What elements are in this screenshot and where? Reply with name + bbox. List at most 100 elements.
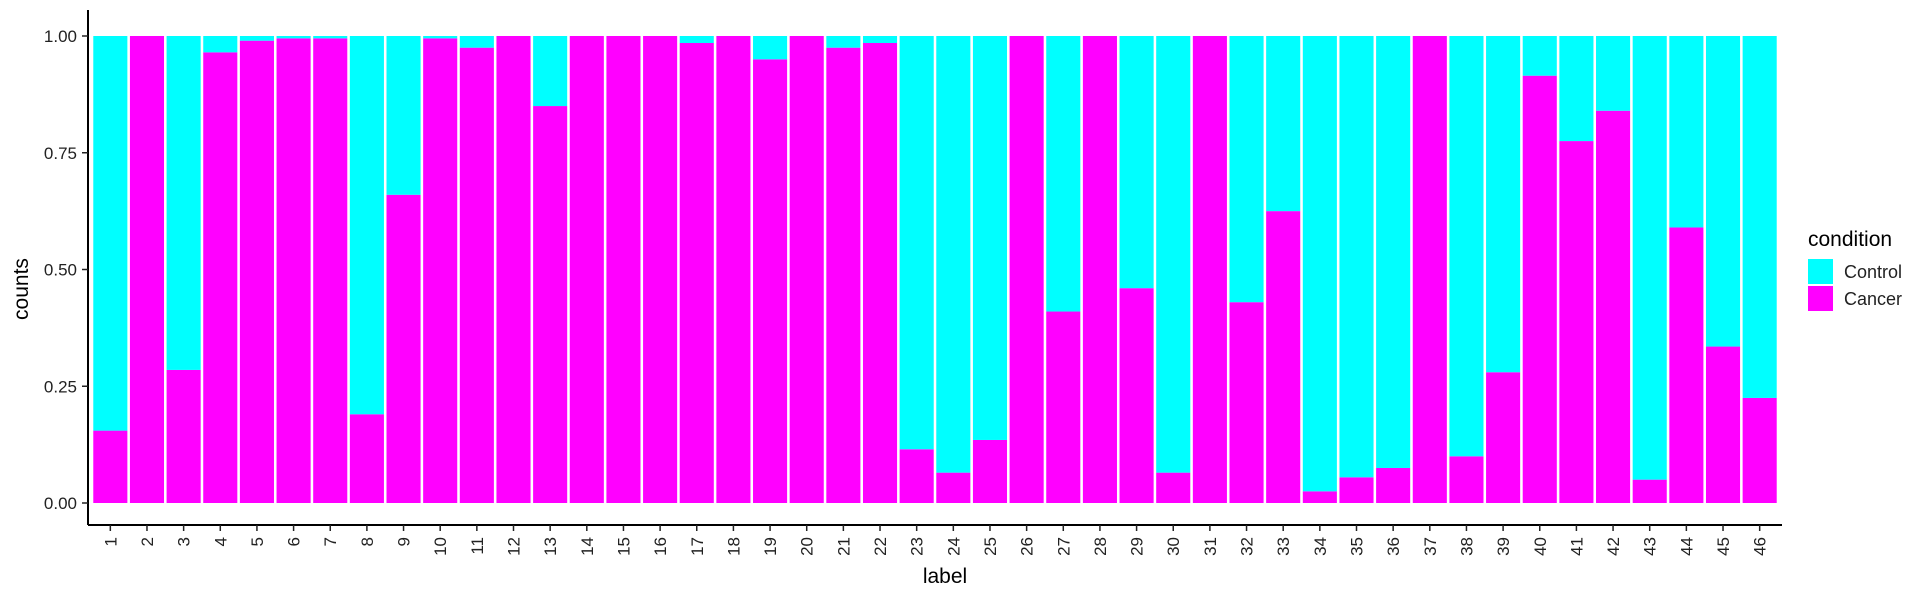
x-tick-label: 45 [1714, 537, 1733, 556]
x-tick-label: 46 [1751, 537, 1770, 556]
bar-control-1 [93, 36, 128, 431]
bar-cancer-31 [1192, 36, 1227, 503]
bar-cancer-2 [129, 36, 165, 503]
bar-control-10 [423, 36, 458, 39]
bar-control-41 [1559, 36, 1594, 142]
bar-cancer-30 [1156, 472, 1191, 503]
x-tick-label: 15 [614, 537, 633, 556]
x-axis-title: label [923, 565, 967, 588]
bar-control-7 [313, 36, 348, 39]
x-tick-label: 5 [248, 537, 267, 546]
bar-control-5 [239, 36, 274, 41]
legend: condition Control Cancer [1808, 228, 1902, 311]
x-axis: 1 2 3 4 5 6 7 8 9 10 11 12 13 14 15 16 17 18 19 20 21 22 23 24 2… [88, 524, 1782, 556]
bar-control-8 [349, 36, 384, 415]
bar-cancer-5 [239, 40, 274, 504]
x-tick-label: 32 [1238, 537, 1257, 556]
x-tick-label: 27 [1054, 537, 1073, 556]
x-tick-label: 38 [1457, 537, 1476, 556]
x-tick-label: 13 [541, 537, 560, 556]
x-tick-label: 8 [358, 537, 377, 546]
bar-control-40 [1522, 36, 1557, 76]
bar-cancer-15 [606, 36, 641, 503]
bar-control-19 [753, 36, 788, 60]
y-tick-label: 0.00 [44, 494, 77, 513]
bar-cancer-9 [386, 194, 421, 503]
x-tick-label: 24 [944, 537, 963, 556]
bar-control-13 [533, 36, 568, 107]
bar-cancer-28 [1082, 36, 1117, 503]
bar-cancer-14 [569, 36, 604, 503]
bar-cancer-24 [936, 472, 971, 503]
x-tick-label: 9 [395, 537, 414, 546]
x-tick-label: 4 [211, 537, 230, 546]
x-tick-label: 34 [1311, 537, 1330, 556]
y-axis: 0.00 0.25 0.50 0.75 1.00 [44, 10, 89, 525]
x-tick-label: 7 [321, 537, 340, 546]
bar-cancer-29 [1119, 288, 1154, 503]
x-tick-label: 40 [1531, 537, 1550, 556]
x-tick-label: 23 [908, 537, 927, 556]
bar-cancer-8 [349, 414, 384, 503]
y-tick-label: 0.50 [44, 261, 77, 280]
x-tick-label: 26 [1018, 537, 1037, 556]
bar-cancer-32 [1229, 302, 1264, 503]
x-tick-label: 12 [505, 537, 524, 556]
bar-cancer-21 [826, 47, 861, 504]
bar-cancer-26 [1009, 36, 1044, 503]
legend-label-cancer: Cancer [1844, 289, 1902, 309]
bar-cancer-41 [1559, 141, 1594, 503]
x-tick-label: 1 [101, 537, 120, 546]
x-tick-label: 17 [688, 537, 707, 556]
x-tick-label: 19 [761, 537, 780, 556]
bar-cancer-37 [1412, 36, 1447, 503]
bar-control-30 [1156, 36, 1191, 473]
bar-cancer-17 [679, 43, 714, 503]
bar-control-9 [386, 36, 421, 195]
x-tick-label: 3 [175, 537, 194, 546]
x-tick-label: 22 [871, 537, 890, 556]
legend-key-control [1808, 259, 1833, 284]
x-tick-label: 36 [1384, 537, 1403, 556]
x-tick-label: 31 [1201, 537, 1220, 556]
bar-control-32 [1229, 36, 1264, 303]
x-tick-label: 10 [431, 537, 450, 556]
bar-cancer-1 [93, 430, 128, 503]
bar-cancer-11 [459, 47, 494, 504]
bar-cancer-33 [1266, 211, 1301, 503]
bar-control-21 [826, 36, 861, 48]
bar-cancer-4 [203, 52, 238, 503]
bar-control-3 [166, 36, 201, 370]
bar-control-17 [679, 36, 714, 44]
x-tick-label: 42 [1604, 537, 1623, 556]
x-tick-label: 2 [138, 537, 157, 546]
x-tick-label: 11 [468, 537, 487, 555]
bar-control-4 [203, 36, 238, 53]
x-tick-label: 41 [1567, 537, 1586, 556]
bar-cancer-3 [166, 369, 201, 503]
bar-cancer-13 [533, 106, 568, 504]
bar-cancer-7 [313, 38, 348, 504]
legend-label-control: Control [1844, 262, 1902, 282]
bar-control-34 [1302, 36, 1337, 492]
bar-cancer-46 [1742, 397, 1777, 503]
bar-cancer-12 [496, 36, 531, 503]
bar-control-38 [1449, 36, 1484, 457]
bar-cancer-36 [1376, 467, 1411, 503]
bar-cancer-25 [972, 439, 1008, 503]
x-tick-label: 44 [1677, 537, 1696, 556]
bar-cancer-45 [1705, 346, 1741, 503]
y-axis-title: counts [10, 258, 33, 320]
bars-group [93, 36, 1777, 504]
x-tick-label: 20 [798, 537, 817, 556]
bar-cancer-20 [789, 36, 824, 503]
bar-cancer-44 [1669, 227, 1704, 503]
x-tick-label: 16 [651, 537, 670, 556]
x-tick-label: 35 [1348, 537, 1367, 556]
bar-cancer-34 [1302, 491, 1337, 503]
bar-control-42 [1596, 36, 1631, 111]
x-tick-label: 37 [1421, 537, 1440, 556]
bar-control-27 [1046, 36, 1081, 312]
x-tick-label: 25 [981, 537, 1000, 556]
